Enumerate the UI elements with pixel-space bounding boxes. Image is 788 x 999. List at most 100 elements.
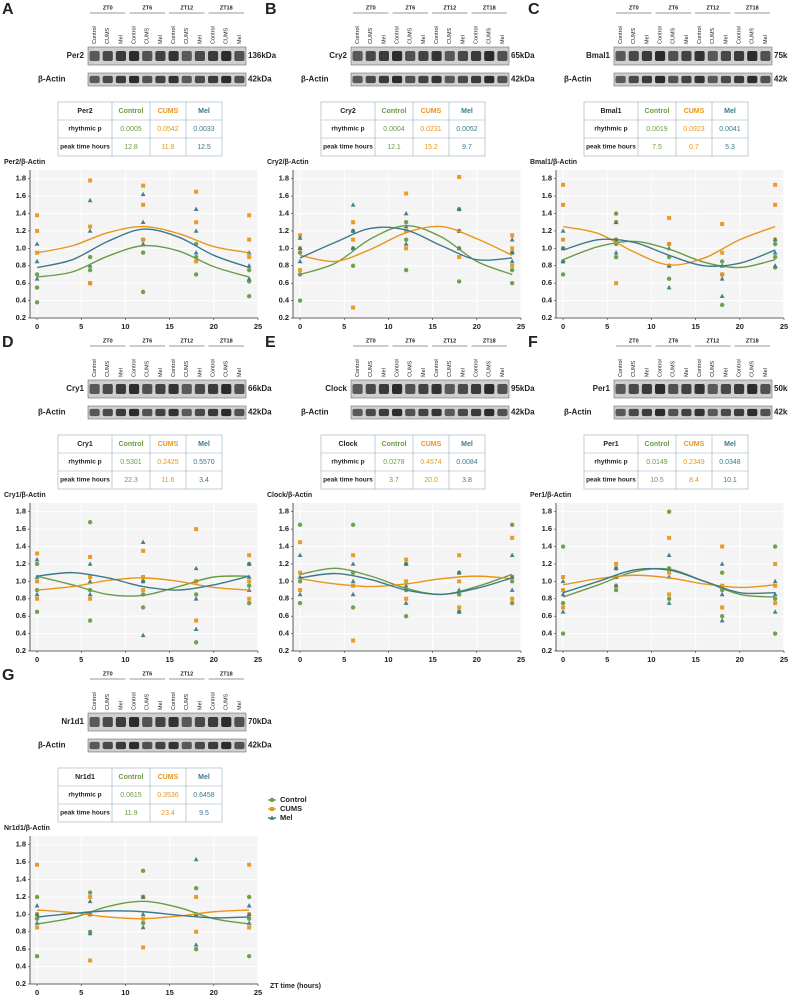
point [194,618,199,623]
y-tick-label: 0.8 [542,261,552,270]
blot-band [234,741,245,750]
y-tick-label: 1.6 [279,524,289,533]
x-tick-label: 0 [298,322,302,331]
table-header: CUMS [158,441,179,448]
blot [350,405,510,420]
point [560,258,566,264]
point [247,255,252,260]
table-header: Per1 [603,441,618,448]
lane-label: CUMS [105,693,111,710]
lane-label: CUMS [750,360,756,377]
point [34,609,40,615]
y-tick-label: 0.4 [279,296,290,305]
point [772,591,778,597]
x-axis-label: ZT time (hours) [270,983,321,990]
table-cell: rhythmic p [331,459,364,466]
point [141,575,146,579]
point [403,600,409,605]
point [193,592,199,597]
fit-curve [562,225,776,266]
lane-label: Mel [500,368,506,377]
point [561,588,566,593]
kda-label: 42kDa [774,75,788,84]
y-tick-label: 1.8 [279,507,289,516]
fit-curve [562,567,776,598]
blot-band [129,408,140,417]
y-tick-label: 1.4 [542,542,553,551]
blot-band [471,50,482,62]
blot-band [457,50,468,62]
blot-band [457,408,468,417]
point [773,583,778,588]
table-cell: 12.5 [197,144,211,151]
point [509,600,515,606]
point [403,241,409,246]
lane-label: Control [171,692,177,710]
x-tick-label: 5 [605,655,609,664]
blot-band [444,75,455,84]
point [350,522,356,527]
blot-band [668,75,679,84]
blot-band [444,383,455,395]
point [35,579,40,584]
lane-label: Mel [197,701,203,710]
point [456,570,462,575]
table-header: Cry1 [77,441,93,448]
blot-band [760,75,771,84]
table-header: Clock [338,441,357,448]
y-tick-label: 0.2 [16,313,26,322]
point [140,920,146,926]
y-tick-label: 1.8 [279,174,289,183]
point [88,178,93,183]
table-cell: 5.3 [725,144,735,151]
legend-label: Control [280,795,307,804]
blot-band [221,50,232,62]
point [297,250,303,255]
table-header: Nr1d1 [75,774,95,781]
point [141,588,146,593]
table-cell: 8.4 [689,477,699,484]
point [297,552,303,558]
point [141,202,146,207]
fit-curve [37,571,250,591]
lane-label: Mel [381,368,387,377]
table-border [583,434,749,490]
point [404,228,409,233]
legend-label: Mel [280,813,293,822]
blot-band [194,408,205,417]
point [666,596,672,601]
blot-band [208,408,219,417]
point [772,631,778,636]
point [720,544,725,549]
x-tick-label: 5 [79,655,83,664]
y-tick-label: 1.6 [16,857,26,866]
point [456,279,462,284]
blot-band [720,408,731,417]
zt-label: ZT12 [443,338,456,344]
blot-band [655,383,666,395]
x-tick-label: 10 [647,655,655,664]
y-tick-label: 1.0 [542,576,552,585]
point [773,561,778,566]
lane-label: Control [618,26,624,44]
point [457,605,462,610]
blot [350,379,510,399]
point [87,254,93,260]
y-tick-label: 0.6 [16,944,26,953]
blot-band [352,408,363,417]
table-cell: 0.5301 [120,459,142,466]
point [509,237,515,242]
table-cell: rhythmic p [68,459,101,466]
point [351,638,356,643]
point [247,862,252,867]
table-header: Per2 [77,108,92,115]
table-cell: 0.0231 [420,126,442,133]
table-cell: 0.3536 [157,792,179,799]
blot-band [747,383,758,395]
y-axis-label: Clock/β-Actin [267,492,312,499]
table-cell: 0.0019 [646,126,668,133]
point [34,903,40,908]
y-tick-label: 0.6 [279,278,289,287]
table-cell: peak time hours [60,810,110,817]
